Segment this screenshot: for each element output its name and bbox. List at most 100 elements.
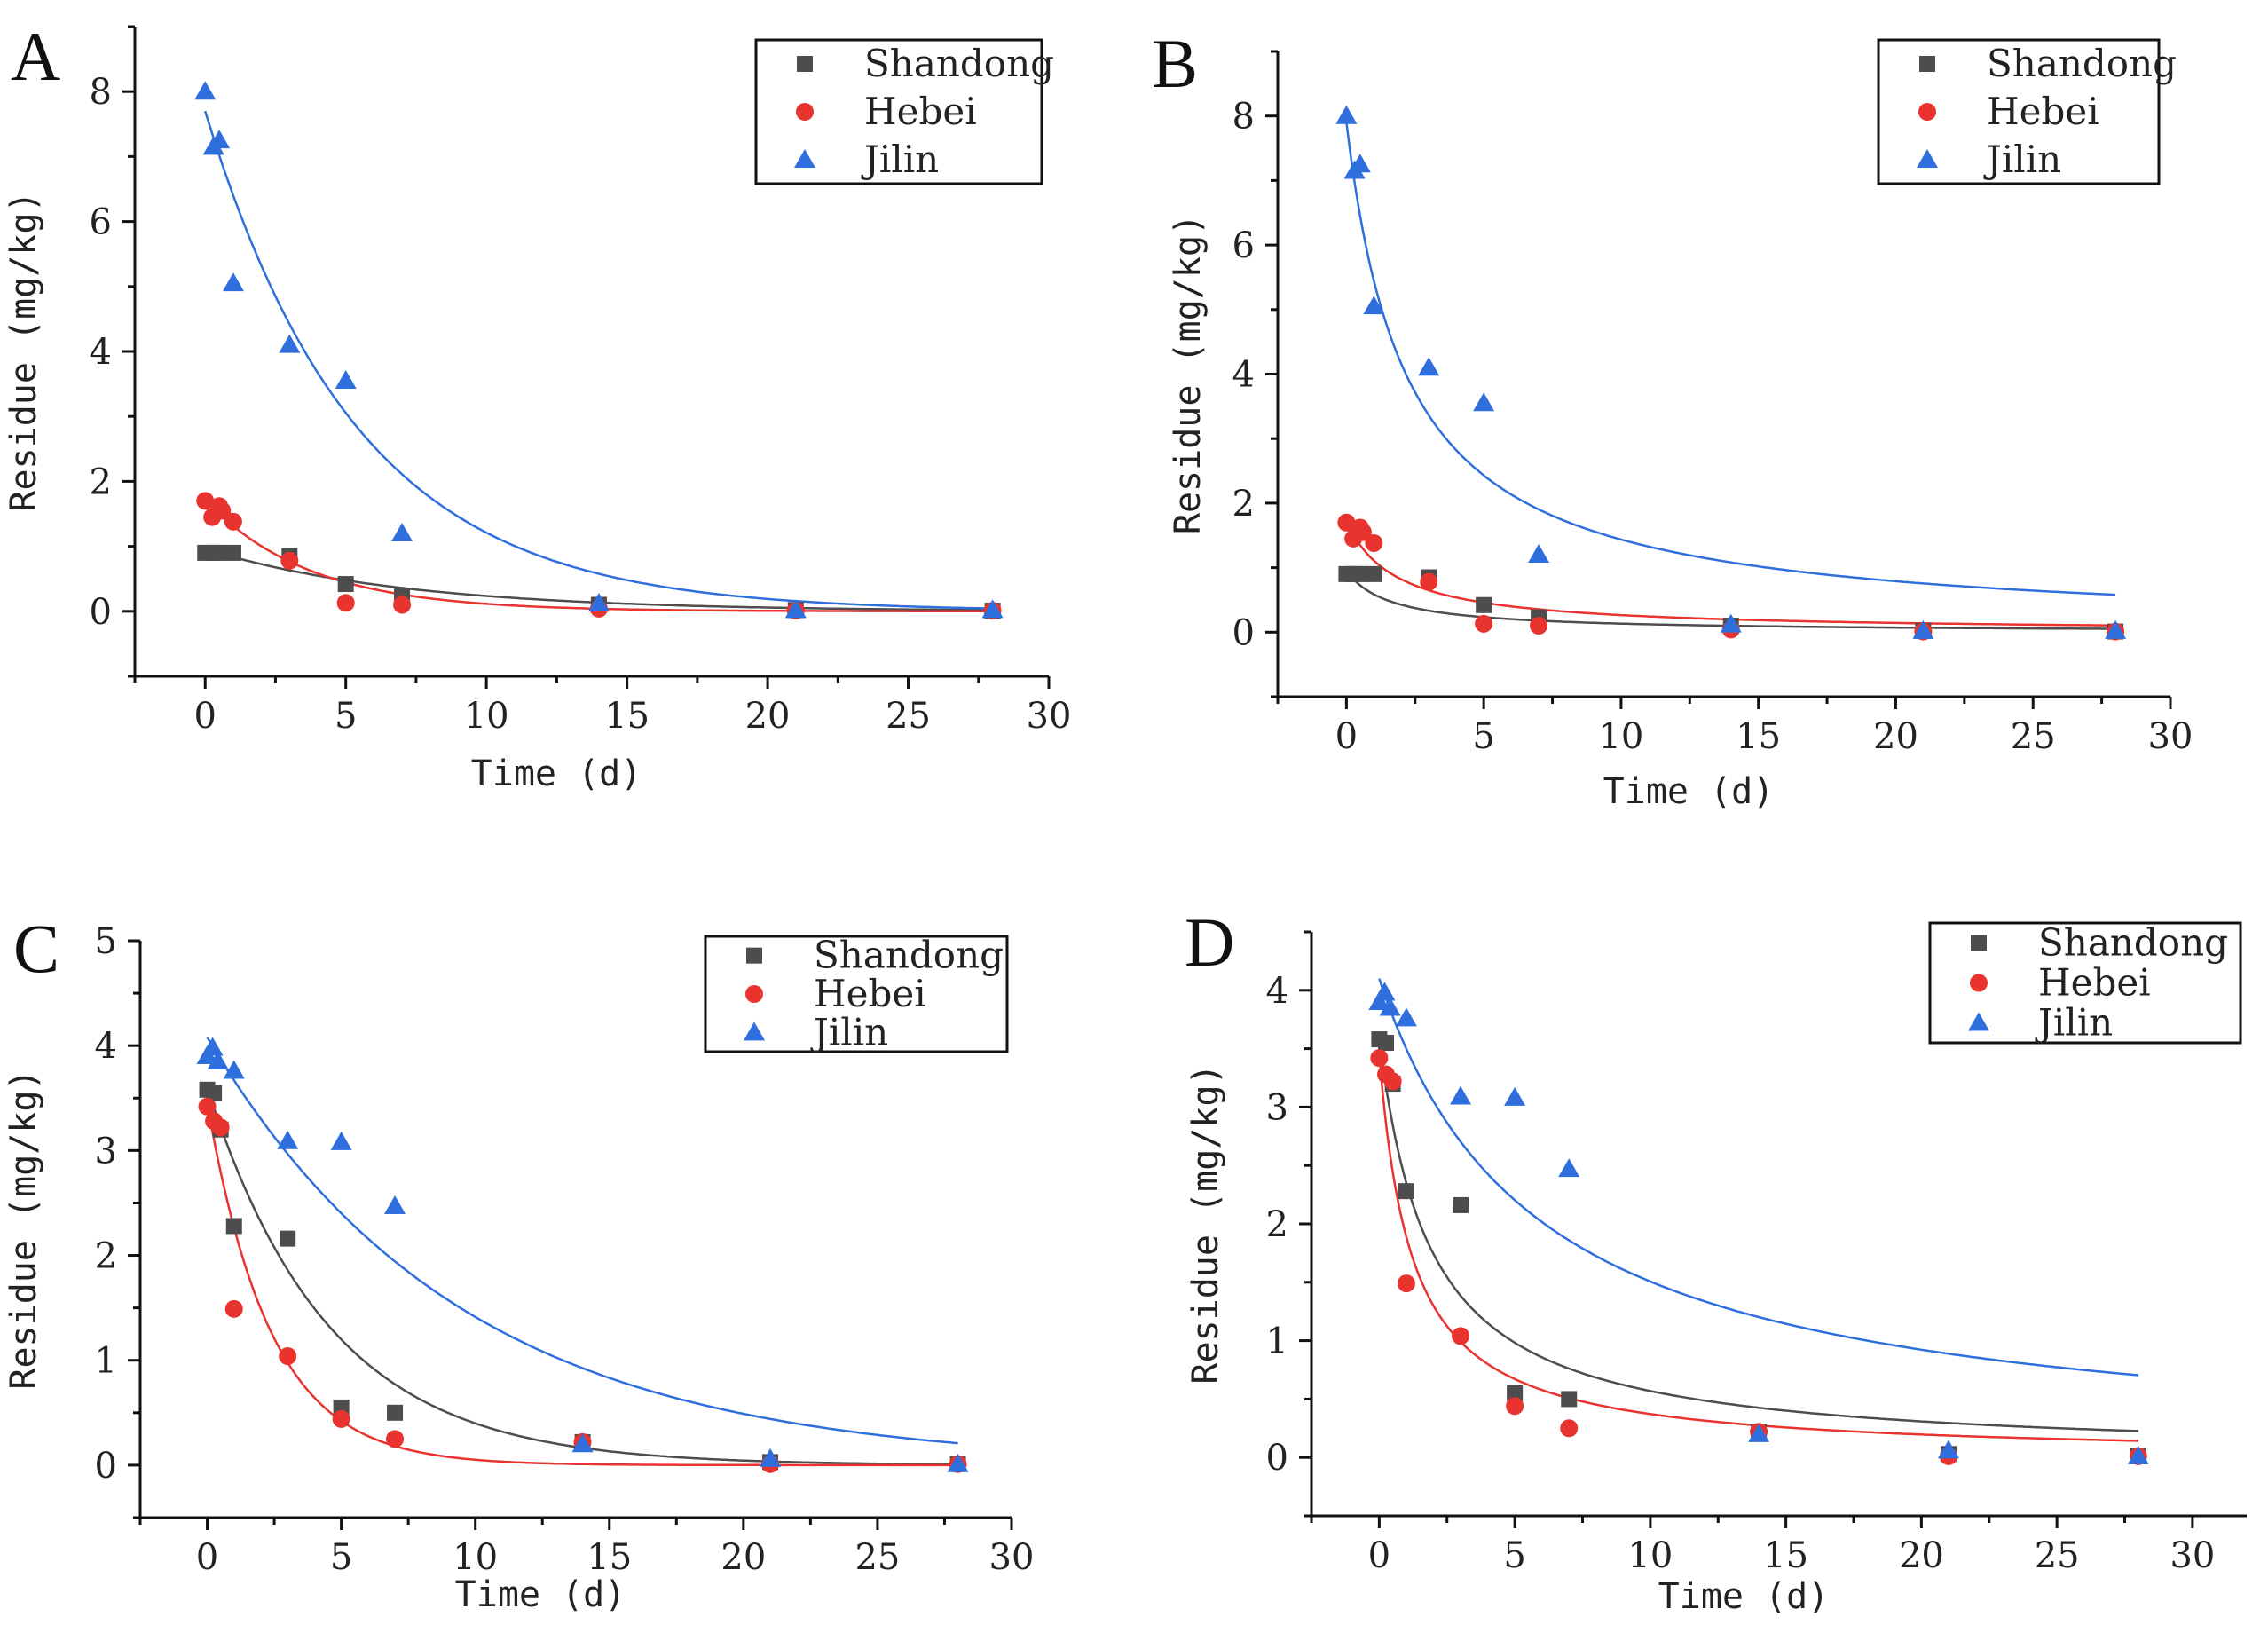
legend-label-shandong: Shandong bbox=[814, 934, 1004, 977]
x-tick-label: 10 bbox=[1627, 1535, 1673, 1576]
data-point-hebei bbox=[336, 594, 355, 612]
legend-label-jilin: Jilin bbox=[861, 138, 939, 181]
y-tick-label: 2 bbox=[95, 1236, 117, 1277]
x-tick-label: 25 bbox=[2035, 1535, 2080, 1576]
x-tick-label: 10 bbox=[1598, 716, 1643, 757]
data-point-jilin bbox=[1335, 105, 1358, 124]
y-tick-label: 2 bbox=[1266, 1204, 1288, 1245]
x-tick-label: 5 bbox=[330, 1537, 352, 1578]
data-point-jilin bbox=[222, 272, 244, 292]
fit-curve-jilin bbox=[1378, 978, 2138, 1377]
data-point-shandong bbox=[1453, 1196, 1469, 1213]
data-point-hebei bbox=[213, 501, 232, 520]
data-point-jilin bbox=[981, 599, 1004, 619]
x-tick-label: 0 bbox=[1368, 1535, 1390, 1576]
y-tick-label: 6 bbox=[1232, 225, 1255, 266]
data-point-jilin bbox=[1450, 1085, 1472, 1105]
data-point-shandong bbox=[337, 576, 354, 593]
data-point-jilin bbox=[1473, 392, 1495, 412]
data-point-hebei bbox=[1383, 1072, 1402, 1091]
data-point-hebei bbox=[224, 1299, 243, 1318]
x-tick-label: 0 bbox=[196, 1537, 218, 1578]
data-point-shandong bbox=[387, 1404, 404, 1421]
y-axis-title: Residue (mg/kg) bbox=[4, 191, 44, 511]
fit-curve-hebei bbox=[1345, 520, 2116, 627]
fit-curve-jilin bbox=[204, 110, 993, 610]
y-tick-label: 0 bbox=[1232, 612, 1255, 653]
panel-label: D bbox=[1185, 903, 1234, 981]
data-point-jilin bbox=[784, 599, 807, 619]
data-point-jilin bbox=[1379, 997, 1401, 1016]
x-tick-label: 30 bbox=[2170, 1535, 2215, 1576]
data-point-jilin bbox=[1349, 154, 1371, 173]
legend-label-jilin: Jilin bbox=[810, 1010, 888, 1053]
data-point-hebei bbox=[211, 1118, 230, 1137]
y-axis-title: Residue (mg/kg) bbox=[1185, 1063, 1226, 1384]
fit-curve-shandong bbox=[1378, 1037, 2138, 1432]
legend-label-hebei: Hebei bbox=[2038, 961, 2151, 1005]
y-tick-label: 4 bbox=[95, 1026, 117, 1067]
legend-marker-shandong bbox=[1919, 56, 1935, 72]
data-point-hebei bbox=[386, 1430, 405, 1448]
x-tick-label: 5 bbox=[1503, 1535, 1525, 1576]
fit-curve-hebei bbox=[206, 1102, 958, 1467]
panel-label: B bbox=[1152, 25, 1198, 102]
panel-label: A bbox=[11, 18, 60, 95]
data-point-jilin bbox=[1395, 1007, 1417, 1027]
legend-label-shandong: Shandong bbox=[1987, 42, 2177, 85]
legend-marker-jilin bbox=[1968, 1012, 1989, 1031]
x-tick-label: 15 bbox=[1736, 716, 1781, 757]
y-tick-label: 3 bbox=[95, 1131, 117, 1172]
legend-label-jilin: Jilin bbox=[1983, 138, 2061, 181]
y-tick-label: 3 bbox=[1266, 1087, 1288, 1128]
data-point-hebei bbox=[1397, 1274, 1415, 1293]
x-tick-label: 5 bbox=[335, 696, 357, 737]
data-point-jilin bbox=[277, 1130, 299, 1149]
data-point-jilin bbox=[947, 1453, 969, 1472]
data-point-shandong bbox=[1366, 565, 1382, 582]
legend-marker-jilin bbox=[794, 149, 815, 168]
x-tick-label: 30 bbox=[989, 1537, 1035, 1578]
data-point-hebei bbox=[1475, 614, 1493, 633]
data-point-jilin bbox=[1363, 296, 1385, 315]
data-point-hebei bbox=[1506, 1397, 1524, 1416]
data-point-shandong bbox=[1476, 596, 1492, 613]
data-point-shandong bbox=[280, 1230, 296, 1247]
x-tick-label: 0 bbox=[1335, 716, 1358, 757]
data-point-jilin bbox=[1368, 990, 1390, 1010]
data-point-jilin bbox=[760, 1448, 782, 1467]
data-point-hebei bbox=[393, 596, 412, 614]
data-point-hebei bbox=[1365, 533, 1383, 552]
data-point-hebei bbox=[1560, 1419, 1579, 1438]
x-axis-title: Time (d) bbox=[1603, 771, 1775, 812]
legend-label-shandong: Shandong bbox=[864, 42, 1054, 85]
x-tick-label: 25 bbox=[2011, 716, 2056, 757]
y-tick-label: 5 bbox=[95, 921, 117, 962]
data-point-jilin bbox=[384, 1195, 406, 1214]
legend-label-shandong: Shandong bbox=[2038, 921, 2228, 965]
panel-label: C bbox=[13, 910, 59, 987]
x-tick-label: 30 bbox=[2148, 716, 2193, 757]
data-point-jilin bbox=[1374, 982, 1396, 1001]
x-tick-label: 20 bbox=[745, 696, 791, 737]
legend-label-hebei: Hebei bbox=[864, 90, 977, 133]
data-point-jilin bbox=[279, 334, 301, 353]
x-tick-label: 0 bbox=[194, 696, 217, 737]
data-point-jilin bbox=[1418, 357, 1440, 376]
x-tick-label: 15 bbox=[604, 696, 650, 737]
x-axis-title: Time (d) bbox=[471, 753, 642, 794]
data-point-jilin bbox=[194, 81, 217, 100]
data-point-hebei bbox=[196, 492, 215, 510]
x-tick-label: 15 bbox=[1763, 1535, 1808, 1576]
y-tick-label: 1 bbox=[95, 1341, 117, 1382]
x-tick-label: 20 bbox=[721, 1537, 766, 1578]
legend-label-hebei: Hebei bbox=[1987, 90, 2099, 133]
data-point-jilin bbox=[330, 1131, 352, 1150]
data-point-shandong bbox=[1561, 1391, 1578, 1408]
legend-marker-shandong bbox=[797, 56, 813, 72]
y-tick-label: 0 bbox=[95, 1446, 117, 1487]
legend-marker-hebei bbox=[1970, 974, 1988, 992]
data-point-jilin bbox=[223, 1060, 245, 1079]
data-point-shandong bbox=[1398, 1183, 1414, 1200]
